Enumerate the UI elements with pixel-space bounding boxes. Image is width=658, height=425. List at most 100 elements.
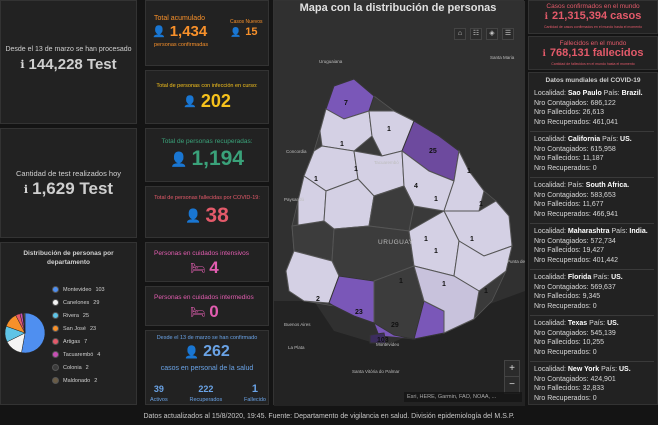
deaths-value: 10,255: [582, 339, 605, 346]
zoom-control[interactable]: + −: [504, 360, 520, 394]
world-list-item[interactable]: Localidad: Florida País: US. Nro Contagia…: [530, 270, 654, 316]
deceased-label: Total de personas fallecidas por COVID-1…: [154, 195, 260, 201]
legend-label: Maldonado: [63, 377, 91, 384]
infected-value: 572,734: [590, 237, 616, 245]
icu-panel: Personas en cuidados intensivos 🛏 4: [145, 242, 269, 282]
map-attribution[interactable]: Esri, HERE, Garmin, FAO, NOAA, ...: [404, 392, 522, 402]
infected-value: 424,901: [590, 375, 616, 383]
world-list-item[interactable]: Localidad: Maharashtra País: India. Nro C…: [530, 224, 654, 270]
world-list-title: Datos mundiales del COVID-19: [545, 77, 641, 84]
locality-value: Florida: [567, 274, 592, 281]
legend-item[interactable]: Tacuarembó 4: [52, 348, 124, 361]
legend-swatch: [52, 325, 59, 332]
recovered-value: 0: [592, 394, 597, 402]
department-count-label: 1: [442, 281, 446, 288]
layers-icon[interactable]: ◈: [486, 28, 498, 40]
world-list[interactable]: Localidad: Sao Paulo País: Brazil. Nro Co…: [530, 86, 654, 404]
icu-label: Personas en cuidados intensivos: [154, 250, 250, 257]
deaths-value: 11,187: [582, 155, 604, 162]
department-count-label: 1: [314, 176, 318, 183]
deceased-value: 38: [205, 204, 229, 227]
world-confirmed-value: 21,315,394 casos: [552, 10, 642, 22]
recovered-value: 0: [592, 302, 597, 310]
zoom-out-button[interactable]: −: [509, 379, 515, 390]
deaths-label: Nro Fallecidos:: [534, 385, 581, 392]
legend-item[interactable]: Artigas 7: [52, 335, 124, 348]
health-staff-sub: casos en personal de la salud: [160, 365, 254, 372]
health-staff-caption: Desde el 13 de marzo se han confirmado: [156, 335, 258, 341]
department-count-label: 1: [424, 236, 428, 243]
legend-label: Canelones: [63, 299, 90, 306]
map-toolbar: ⌂ ☷ ◈ ☰: [454, 28, 518, 40]
world-list-item[interactable]: Localidad: New York País: US. Nro Contagi…: [530, 362, 654, 404]
pie-slice[interactable]: [21, 312, 46, 354]
intermediate-care-label: Personas en cuidados intermedios: [154, 294, 254, 301]
active-cases-value: 202: [200, 91, 231, 111]
map-panel[interactable]: 7 1 1 25 1 1 1 4 1 1 1 1 1 2 23 29 103 1 1 1 Santa Maria Urug…: [273, 0, 525, 406]
deaths-label: Nro Fallecidos:: [534, 293, 581, 300]
deaths-value: 19,427: [582, 247, 605, 254]
legend-item[interactable]: Canelones 29: [52, 296, 124, 309]
locality-value: Sao Paulo: [567, 90, 602, 97]
recovered-value: 0: [592, 164, 597, 172]
recovered-label: Nro Recuperados:: [534, 210, 591, 218]
infected-value: 686,122: [590, 99, 616, 107]
person-icon: 👤: [183, 96, 197, 108]
legend-count: 2: [85, 364, 89, 371]
legend-count: 103: [95, 286, 105, 293]
department-count-label: 103: [377, 337, 389, 344]
tests-total-value: 144,228 Test: [28, 56, 117, 73]
distribution-title: Distribución de personas por departament…: [23, 250, 114, 266]
legend-label: Artigas: [63, 338, 81, 345]
recovered-value: 461,041: [592, 118, 619, 126]
country-value: South Africa.: [585, 182, 630, 189]
pie-slice[interactable]: [23, 312, 26, 334]
legend-swatch: [52, 351, 59, 358]
country-value: US.: [619, 366, 631, 373]
legend-item[interactable]: Colonia 2: [52, 361, 124, 374]
legend-item[interactable]: Maldonado 2: [52, 374, 124, 387]
locality-value: New York: [567, 366, 600, 373]
distribution-pie-chart[interactable]: [3, 311, 47, 355]
department-count-label: 2: [316, 296, 320, 303]
place-label: Uruguaiana: [319, 59, 343, 64]
country-value: US.: [620, 136, 632, 143]
legend-item[interactable]: San José 23: [52, 322, 124, 335]
country-value: Brazil.: [621, 90, 643, 97]
bed-icon: 🛏: [190, 305, 206, 319]
recovered-value: 0: [592, 348, 597, 356]
infected-value: 545,139: [590, 329, 616, 337]
place-label: La Plata: [288, 345, 305, 350]
staff-active-label: Activos: [150, 397, 168, 403]
grid-icon[interactable]: ☷: [470, 28, 482, 40]
active-cases-panel: Total de personas con infección en curso…: [145, 70, 269, 124]
world-list-item[interactable]: Localidad: California País: US. Nro Conta…: [530, 132, 654, 178]
distribution-panel: Distribución de personas por departament…: [0, 242, 137, 405]
world-list-item[interactable]: Localidad: País: South Africa. Nro Contag…: [530, 178, 654, 224]
recovered-value: 1,194: [191, 147, 244, 170]
home-icon[interactable]: ⌂: [454, 28, 466, 40]
world-list-item[interactable]: Localidad: Texas País: US. Nro Contagiado…: [530, 316, 654, 362]
infected-label: Nro Contagiados:: [534, 191, 589, 199]
world-deaths-label: Fallecidos en el mundo: [559, 40, 627, 47]
department-count-label: 7: [344, 100, 348, 107]
legend-item[interactable]: Montevideo 103: [52, 283, 124, 296]
department-count-label: 1: [470, 236, 474, 243]
info-icon: ℹ: [23, 183, 29, 196]
recovered-label: Nro Recuperados:: [534, 256, 591, 264]
distribution-legend[interactable]: Montevideo 103 Canelones 29 Rivera 25 San José…: [52, 283, 124, 393]
world-confirmed-label: Casos confirmados en el mundo: [546, 3, 640, 10]
place-label: Montevideo: [376, 342, 400, 347]
world-list-item[interactable]: Localidad: Sao Paulo País: Brazil. Nro Co…: [530, 86, 654, 132]
zoom-in-button[interactable]: +: [505, 361, 519, 377]
recovered-panel: Total de personas recuperadas: 👤 1,194: [145, 128, 269, 182]
legend-icon[interactable]: ☰: [502, 28, 514, 40]
deaths-label: Nro Fallecidos:: [534, 247, 581, 254]
department-count-label: 23: [355, 309, 363, 316]
staff-deceased-value: 1: [251, 383, 259, 395]
place-label: Paysandú: [284, 197, 305, 202]
legend-item[interactable]: Rivera 25: [52, 309, 124, 322]
new-cases-label: Casos Nuevos: [230, 19, 263, 25]
legend-count: 4: [97, 351, 101, 358]
